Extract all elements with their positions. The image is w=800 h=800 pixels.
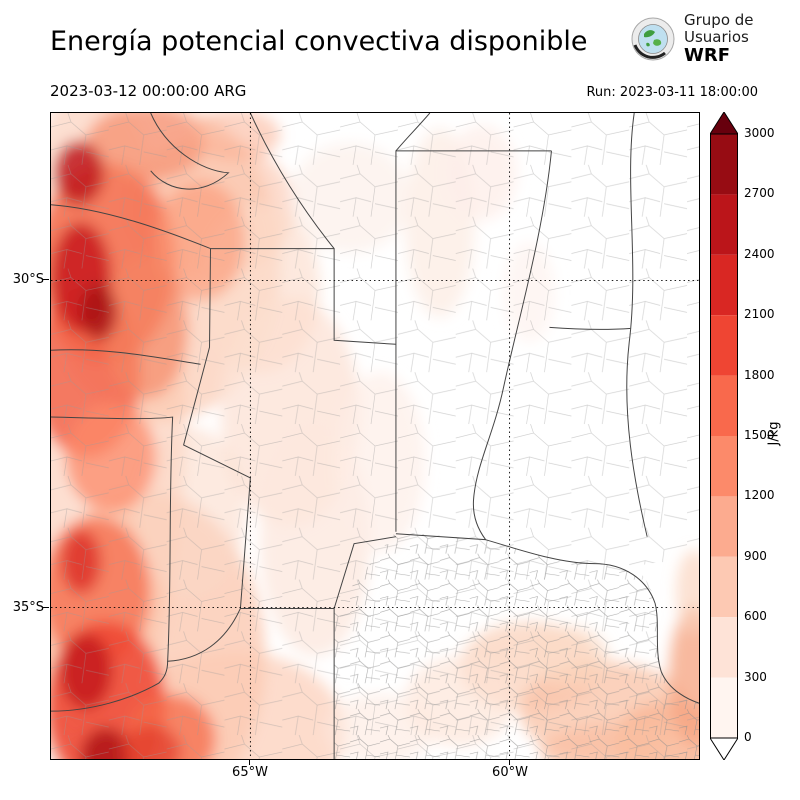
colorbar-outline <box>710 133 738 739</box>
page-title: Energía potencial convectiva disponible <box>50 26 588 57</box>
colorbar-segment <box>710 436 738 497</box>
logo-line2: Usuarios <box>684 27 749 46</box>
lon-tickmark-60w <box>509 759 510 765</box>
valid-time: 2023-03-12 00:00:00 ARG <box>50 82 247 100</box>
colorbar-unit-label: J/kg <box>766 421 782 446</box>
colorbar-under-arrow <box>709 737 739 761</box>
colorbar-tick: 2700 <box>744 186 775 200</box>
logo-text: Grupo de Usuarios WRF <box>684 12 754 66</box>
colorbar-ticks: 3000 2700 2400 2100 1800 1500 1200 900 6… <box>744 112 794 760</box>
lat-tickmark-30s <box>43 279 49 280</box>
colorbar-tick: 1500 <box>744 428 775 442</box>
colorbar-tick: 1800 <box>744 368 775 382</box>
lat-label-30s: 30°S <box>12 272 44 287</box>
colorbar-segment <box>710 617 738 678</box>
run-time: Run: 2023-03-11 18:00:00 <box>586 85 758 100</box>
colorbar-segment <box>710 254 738 316</box>
colorbar-segment <box>710 496 738 557</box>
colorbar-segment <box>710 556 738 618</box>
province-borders <box>51 113 699 759</box>
colorbar-tick: 3000 <box>744 126 775 140</box>
colorbar-segment <box>710 315 738 376</box>
logo-line3-wrf: WRF <box>684 44 731 66</box>
colorbar-tick: 1200 <box>744 488 775 502</box>
wrf-logo: Grupo de Usuarios WRF <box>630 12 754 66</box>
colorbar-tick: 900 <box>744 549 767 563</box>
colorbar-tick: 600 <box>744 609 767 623</box>
colorbar-segment <box>710 375 738 436</box>
colorbar-tick: 300 <box>744 670 767 684</box>
colorbar-segment <box>710 194 738 255</box>
gridlines <box>51 113 699 759</box>
lon-label-60w: 60°W <box>492 765 528 780</box>
logo-line1: Grupo de <box>684 11 754 29</box>
colorbar <box>709 111 739 764</box>
colorbar-tick: 2100 <box>744 307 775 321</box>
colorbar-segment <box>710 677 738 738</box>
globe-icon <box>631 17 675 61</box>
lat-label-35s: 35°S <box>12 600 44 615</box>
colorbar-tick: 2400 <box>744 247 775 261</box>
lon-tickmark-65w <box>249 759 250 765</box>
colorbar-over-arrow <box>709 111 739 135</box>
lon-label-65w: 65°W <box>232 765 268 780</box>
cape-map <box>51 113 699 759</box>
lat-tickmark-35s <box>43 607 49 608</box>
colorbar-segment <box>710 134 738 195</box>
map-frame <box>50 112 700 760</box>
colorbar-tick: 0 <box>744 730 752 744</box>
coastline <box>485 539 699 704</box>
